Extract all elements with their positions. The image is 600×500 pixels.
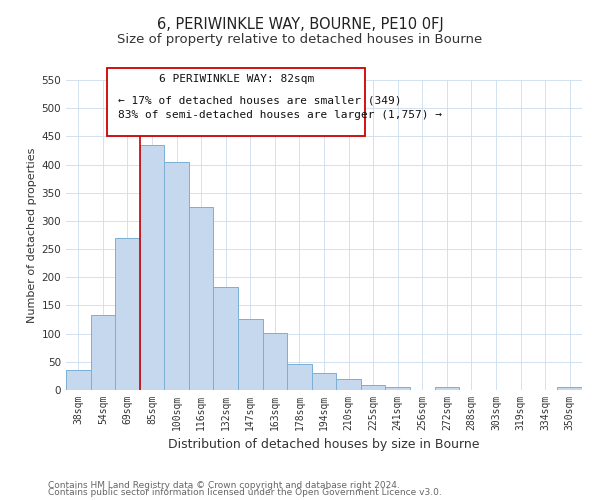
- Text: Contains public sector information licensed under the Open Government Licence v3: Contains public sector information licen…: [48, 488, 442, 497]
- Bar: [312, 372, 336, 390]
- Bar: [557, 387, 582, 390]
- Bar: [336, 378, 361, 390]
- FancyBboxPatch shape: [107, 68, 365, 136]
- Bar: [189, 207, 214, 390]
- Text: Contains HM Land Registry data © Crown copyright and database right 2024.: Contains HM Land Registry data © Crown c…: [48, 480, 400, 490]
- Bar: [263, 333, 287, 390]
- Text: 6 PERIWINKLE WAY: 82sqm: 6 PERIWINKLE WAY: 82sqm: [158, 74, 314, 84]
- Text: ← 17% of detached houses are smaller (349)
83% of semi-detached houses are large: ← 17% of detached houses are smaller (34…: [118, 96, 442, 120]
- Bar: [385, 386, 410, 390]
- Bar: [66, 370, 91, 390]
- Bar: [361, 386, 385, 390]
- X-axis label: Distribution of detached houses by size in Bourne: Distribution of detached houses by size …: [168, 438, 480, 452]
- Text: 6, PERIWINKLE WAY, BOURNE, PE10 0FJ: 6, PERIWINKLE WAY, BOURNE, PE10 0FJ: [157, 18, 443, 32]
- Bar: [164, 162, 189, 390]
- Bar: [115, 238, 140, 390]
- Text: Size of property relative to detached houses in Bourne: Size of property relative to detached ho…: [118, 32, 482, 46]
- Bar: [434, 387, 459, 390]
- Bar: [287, 364, 312, 390]
- Bar: [91, 315, 115, 390]
- Y-axis label: Number of detached properties: Number of detached properties: [27, 148, 37, 322]
- Bar: [140, 145, 164, 390]
- Bar: [214, 287, 238, 390]
- Bar: [238, 319, 263, 390]
